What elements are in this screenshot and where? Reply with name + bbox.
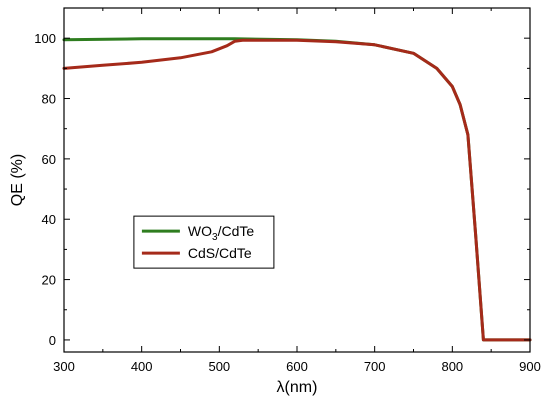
x-tick-label: 900 — [519, 359, 541, 374]
x-tick-label: 500 — [208, 359, 230, 374]
legend: WO3/CdTe CdS/CdTe — [133, 215, 275, 269]
x-tick-label: 600 — [286, 359, 308, 374]
y-tick-label: 40 — [42, 212, 56, 227]
axis-ticks: 300 400 500 600 700 800 900 0 20 40 60 80 100 — [34, 8, 541, 374]
legend-label-2: CdS/CdTe — [188, 245, 252, 261]
legend-label-1: WO3/CdTe — [188, 223, 254, 243]
x-axis-title: λ(nm) — [277, 379, 318, 396]
y-tick-label: 100 — [34, 31, 56, 46]
legend-box — [133, 215, 275, 269]
x-tick-label: 700 — [364, 359, 386, 374]
y-axis-title: QE (%) — [9, 154, 26, 206]
x-tick-label: 300 — [53, 359, 75, 374]
y-tick-label: 60 — [42, 152, 56, 167]
plot-marks — [62, 37, 532, 342]
x-tick-label: 800 — [441, 359, 463, 374]
x-tick-label: 400 — [131, 359, 153, 374]
series-line-2 — [62, 38, 532, 342]
y-tick-label: 80 — [42, 92, 56, 107]
y-tick-label: 0 — [49, 333, 56, 348]
y-tick-label: 20 — [42, 273, 56, 288]
